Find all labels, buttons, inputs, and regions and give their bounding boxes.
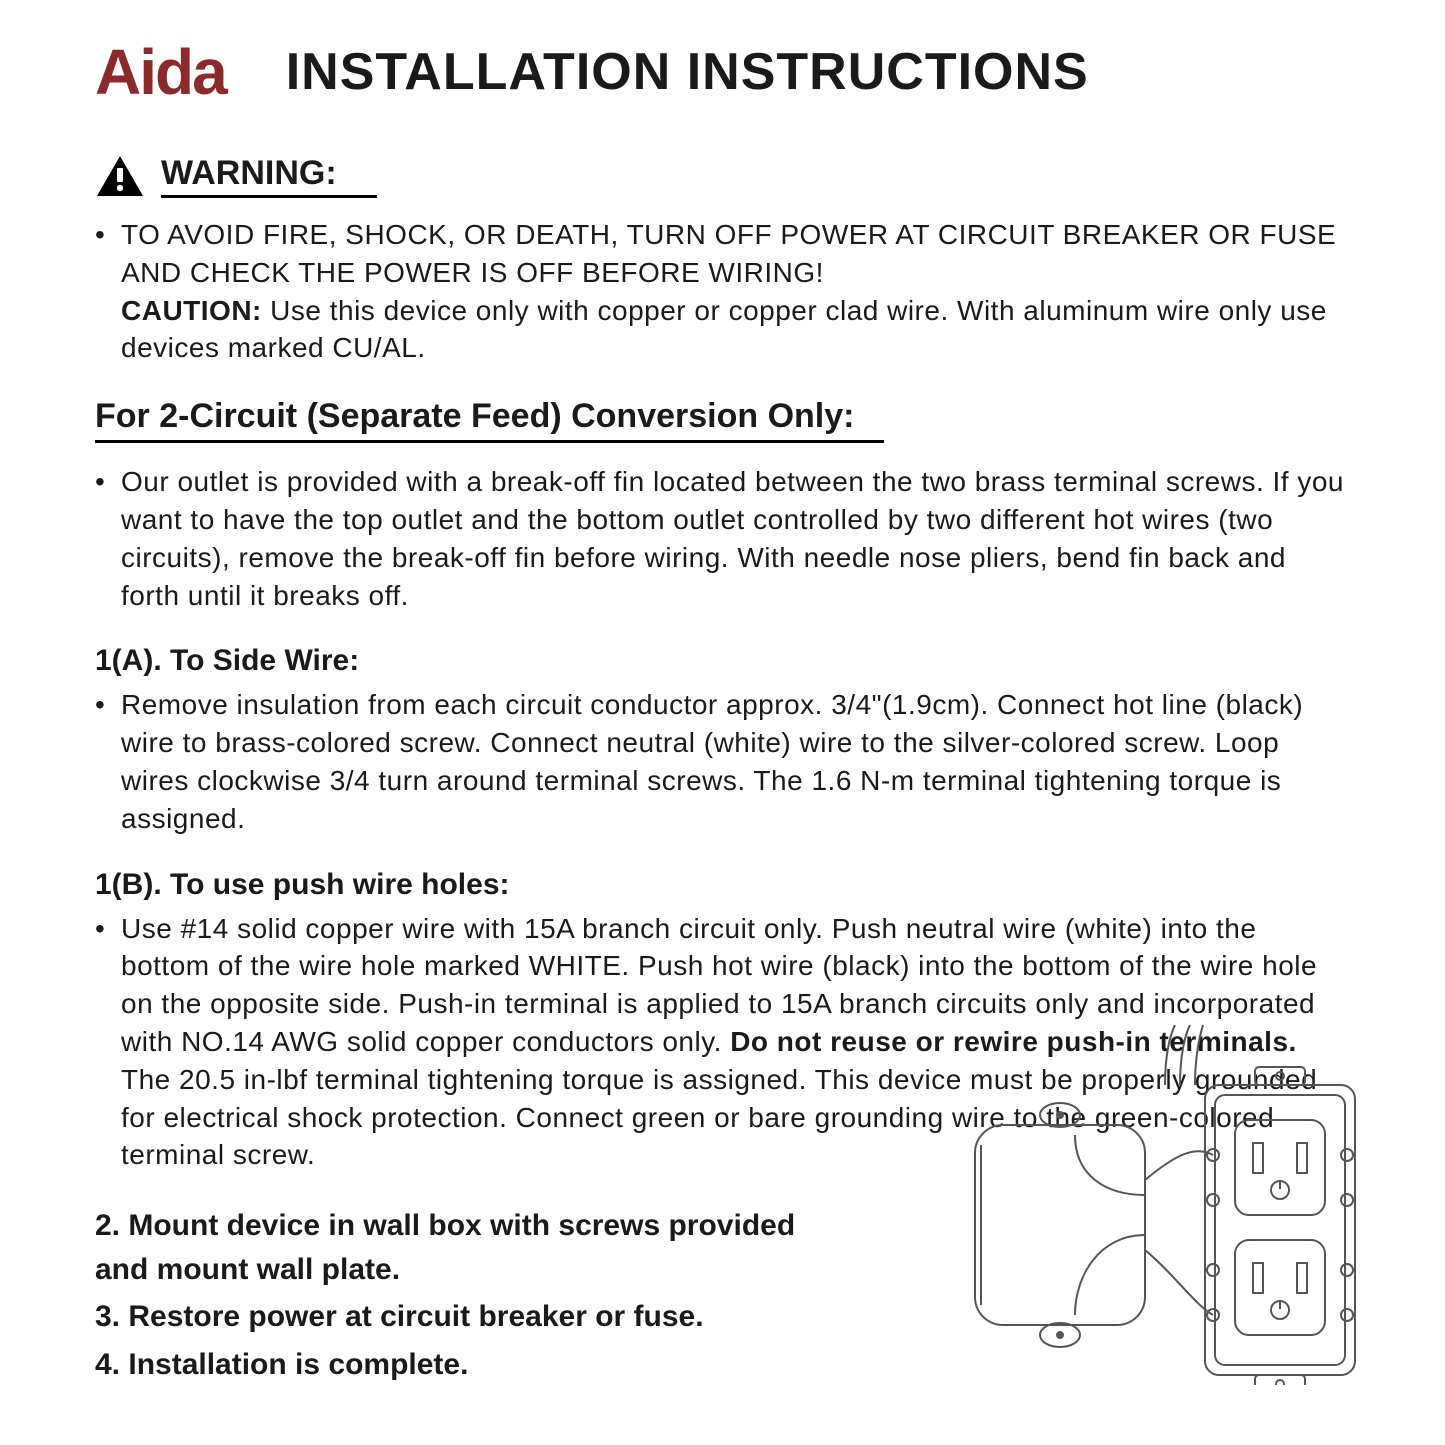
section-1a-heading: 1(A). To Side Wire:	[95, 644, 1350, 678]
section-2circuit-heading: For 2-Circuit (Separate Feed) Conversion…	[95, 397, 884, 443]
section-1b-heading: 1(B). To use push wire holes:	[95, 868, 1350, 902]
header: Aida INSTALLATION INSTRUCTIONS	[95, 40, 1350, 104]
warning-bullet: TO AVOID FIRE, SHOCK, OR DEATH, TURN OFF…	[121, 216, 1350, 367]
section-2circuit-bullet: Our outlet is provided with a break-off …	[121, 463, 1350, 614]
caution-text: Use this device only with copper or copp…	[121, 295, 1327, 364]
caution-label: CAUTION:	[121, 295, 262, 326]
final-steps: 2. Mount device in wall box with screws …	[95, 1204, 835, 1386]
section-2circuit-bullets: Our outlet is provided with a break-off …	[95, 463, 1350, 614]
section-1a-bullets: Remove insulation from each circuit cond…	[95, 686, 1350, 837]
warning-text: TO AVOID FIRE, SHOCK, OR DEATH, TURN OFF…	[121, 219, 1336, 288]
warning-label: WARNING:	[161, 154, 377, 198]
warning-bullets: TO AVOID FIRE, SHOCK, OR DEATH, TURN OFF…	[95, 216, 1350, 367]
step-2: 2. Mount device in wall box with screws …	[95, 1204, 835, 1291]
warning-header: WARNING:	[95, 154, 1350, 198]
step-3: 3. Restore power at circuit breaker or f…	[95, 1295, 835, 1339]
section-1a-bullet: Remove insulation from each circuit cond…	[121, 686, 1350, 837]
warning-triangle-icon	[95, 154, 145, 198]
brand-logo: Aida	[95, 40, 226, 104]
page-title: INSTALLATION INSTRUCTIONS	[286, 42, 1089, 102]
step-4: 4. Installation is complete.	[95, 1343, 835, 1387]
wiring-diagram	[955, 1025, 1375, 1385]
